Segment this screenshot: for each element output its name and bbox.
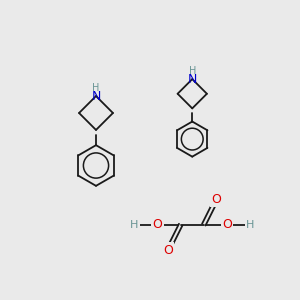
Text: N: N: [91, 90, 101, 103]
Text: H: H: [189, 66, 196, 76]
Text: O: O: [163, 244, 173, 256]
Text: O: O: [153, 218, 163, 231]
Text: O: O: [212, 193, 221, 206]
Text: H: H: [246, 220, 254, 230]
Text: O: O: [222, 218, 232, 231]
Text: H: H: [130, 220, 139, 230]
Text: N: N: [188, 73, 197, 85]
Text: H: H: [92, 82, 100, 93]
